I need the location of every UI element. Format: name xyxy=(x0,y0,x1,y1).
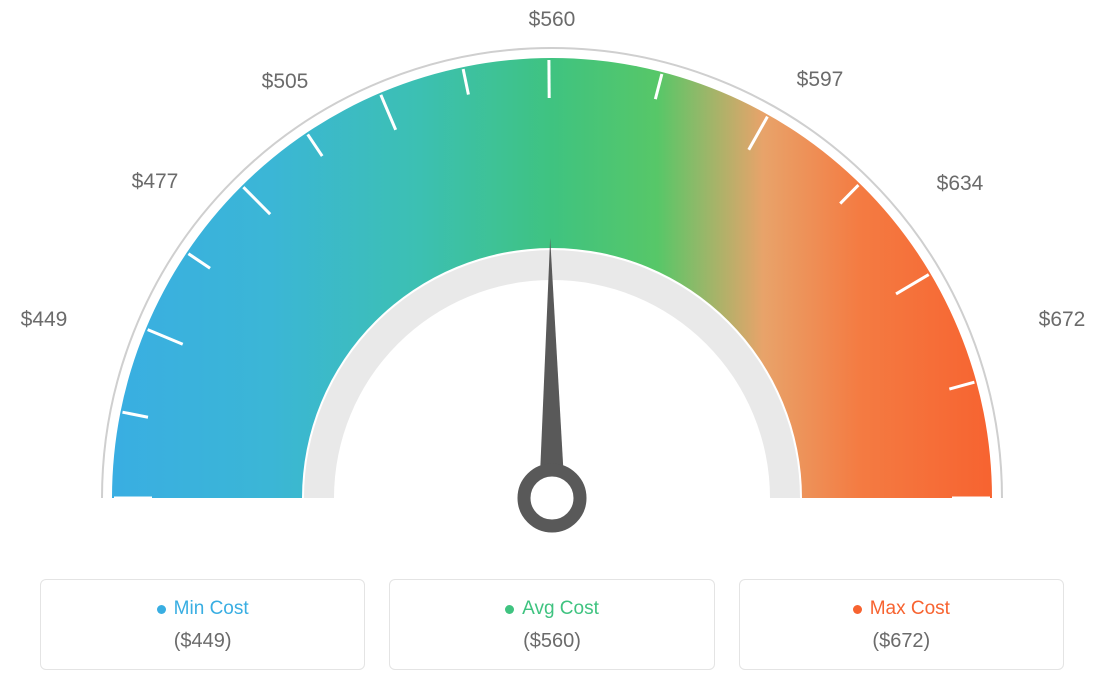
legend-dot-min xyxy=(157,605,166,614)
legend-title-max: Max Cost xyxy=(853,598,950,620)
cost-gauge: $449 $477 $505 $560 $597 $634 $672 xyxy=(0,0,1104,560)
gauge-tick-label: $449 xyxy=(21,308,68,332)
legend-title-avg: Avg Cost xyxy=(505,598,599,620)
legend-label-avg: Avg Cost xyxy=(522,598,599,620)
legend-value-min: ($449) xyxy=(51,630,354,653)
gauge-svg xyxy=(0,0,1104,560)
legend-dot-max xyxy=(853,605,862,614)
legend-value-avg: ($560) xyxy=(400,630,703,653)
gauge-tick-label: $672 xyxy=(1039,308,1086,332)
legend-card-min: Min Cost ($449) xyxy=(40,579,365,670)
gauge-tick-label: $634 xyxy=(937,172,984,196)
legend-dot-avg xyxy=(505,605,514,614)
legend-label-max: Max Cost xyxy=(870,598,950,620)
legend-value-max: ($672) xyxy=(750,630,1053,653)
legend-title-min: Min Cost xyxy=(157,598,249,620)
gauge-tick-label: $505 xyxy=(262,70,309,94)
legend-card-max: Max Cost ($672) xyxy=(739,579,1064,670)
legend-card-avg: Avg Cost ($560) xyxy=(389,579,714,670)
legend-row: Min Cost ($449) Avg Cost ($560) Max Cost… xyxy=(0,579,1104,670)
legend-label-min: Min Cost xyxy=(174,598,249,620)
gauge-tick-label: $477 xyxy=(132,170,179,194)
gauge-tick-label: $560 xyxy=(529,8,576,32)
gauge-tick-label: $597 xyxy=(797,68,844,92)
